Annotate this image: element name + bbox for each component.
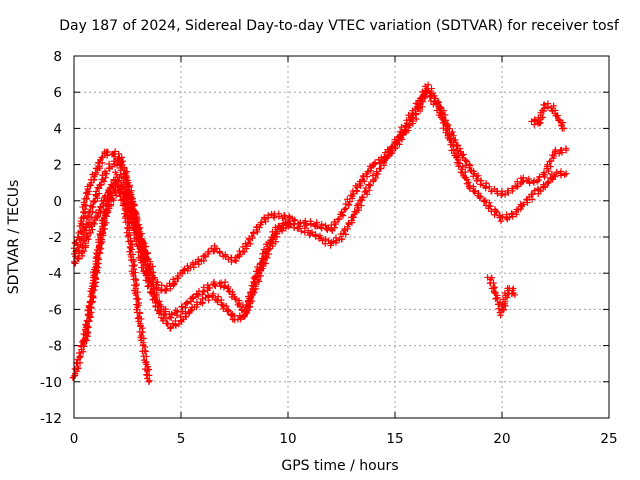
data-point-group <box>86 254 102 306</box>
series-track-g <box>528 100 568 132</box>
data-point-group <box>497 292 511 319</box>
data-point-group <box>262 233 281 258</box>
data-point-group <box>540 148 559 179</box>
x-tick-label: 10 <box>279 431 296 447</box>
y-tick-label: 6 <box>53 85 62 101</box>
data-point-group <box>275 210 289 223</box>
data-point-group <box>92 150 109 178</box>
data-point-group <box>96 164 113 189</box>
data-point <box>560 125 568 132</box>
series-track-e <box>80 169 153 350</box>
data-point-group <box>210 278 225 290</box>
data-point-group <box>412 88 430 118</box>
data-point-group <box>307 218 321 230</box>
x-tick-label: 5 <box>177 431 186 447</box>
y-tick-label: 8 <box>53 49 62 65</box>
data-point-group <box>488 185 505 199</box>
data-point-group <box>465 183 482 199</box>
data-point-group <box>295 223 312 236</box>
y-tick-label: -10 <box>40 375 62 391</box>
data-point-group <box>251 254 271 290</box>
data-point-group <box>99 189 114 224</box>
data-point-group <box>76 189 92 236</box>
data-point-group <box>487 203 504 221</box>
y-tick-label: 0 <box>53 194 62 210</box>
data-point <box>284 219 292 226</box>
y-tick-label: 2 <box>53 158 62 174</box>
y-tick-label: -4 <box>49 266 62 282</box>
data-point-group <box>349 176 366 200</box>
data-point-group <box>306 229 323 242</box>
data-point-group <box>433 101 453 139</box>
data-point-group <box>506 285 517 297</box>
data-point-group <box>220 302 236 323</box>
data-point-group <box>540 170 559 191</box>
x-tick-label: 25 <box>600 431 617 447</box>
x-axis-label: GPS time / hours <box>281 458 398 474</box>
data-point-group <box>199 280 217 296</box>
data-point-group <box>79 224 94 255</box>
data-point-group <box>423 88 442 110</box>
data-point-group <box>231 243 248 265</box>
data-point-group <box>133 304 149 355</box>
data-point-group <box>380 144 399 165</box>
data-point <box>511 291 519 299</box>
data-point-group <box>242 226 260 252</box>
data-point-group <box>550 168 568 180</box>
data-point-group <box>105 171 121 196</box>
data-point-group <box>466 164 485 185</box>
y-tick-label: -2 <box>49 230 62 246</box>
series-track-f <box>484 274 519 319</box>
data-point-group <box>231 293 248 314</box>
x-tick-label: 0 <box>70 431 79 447</box>
data-point-group <box>253 214 269 236</box>
data-point-group <box>137 242 153 275</box>
data-point-group <box>105 158 118 172</box>
data-point-group <box>124 204 140 232</box>
data-point-group <box>177 307 194 325</box>
y-tick-label: -12 <box>40 411 62 427</box>
y-tick-label: -8 <box>49 339 62 355</box>
plot-frame <box>73 55 610 419</box>
data-point-group <box>391 128 410 152</box>
data-point <box>563 146 570 154</box>
data-point-group <box>83 171 98 196</box>
data-point-group <box>359 161 377 185</box>
data-point-group <box>161 280 174 294</box>
data-point-group <box>113 157 129 178</box>
data-point-group <box>155 308 174 332</box>
series-track-b <box>70 88 570 321</box>
data-point-group <box>138 258 155 295</box>
data-point-group <box>264 210 278 222</box>
data-point <box>145 270 153 277</box>
data-point <box>563 170 570 177</box>
data-point-group <box>534 101 548 127</box>
x-tick-label: 15 <box>386 431 403 447</box>
data-point-group <box>369 159 388 184</box>
data-point-group <box>317 220 332 234</box>
data-point-group <box>127 251 143 313</box>
data-point-group <box>327 211 344 234</box>
y-axis-label: SDTVAR / TECUs <box>6 180 22 295</box>
data-point-group <box>80 298 96 350</box>
data-point-group <box>87 209 104 233</box>
y-tick-label: -6 <box>49 302 62 318</box>
data-marks <box>69 81 570 385</box>
data-point-group <box>121 205 137 258</box>
x-tick-label: 20 <box>493 431 510 447</box>
data-point-group <box>455 159 474 190</box>
chart-title: Day 187 of 2024, Sidereal Day-to-day VTE… <box>59 18 620 34</box>
data-point-group <box>222 251 235 266</box>
data-point <box>145 378 153 385</box>
data-point-group <box>220 278 237 301</box>
data-point-group <box>87 184 103 216</box>
grid <box>74 56 609 418</box>
data-point-group <box>348 196 366 221</box>
data-point-group <box>92 217 108 258</box>
y-tick-label: 4 <box>53 121 62 137</box>
data-point-group <box>401 110 420 134</box>
